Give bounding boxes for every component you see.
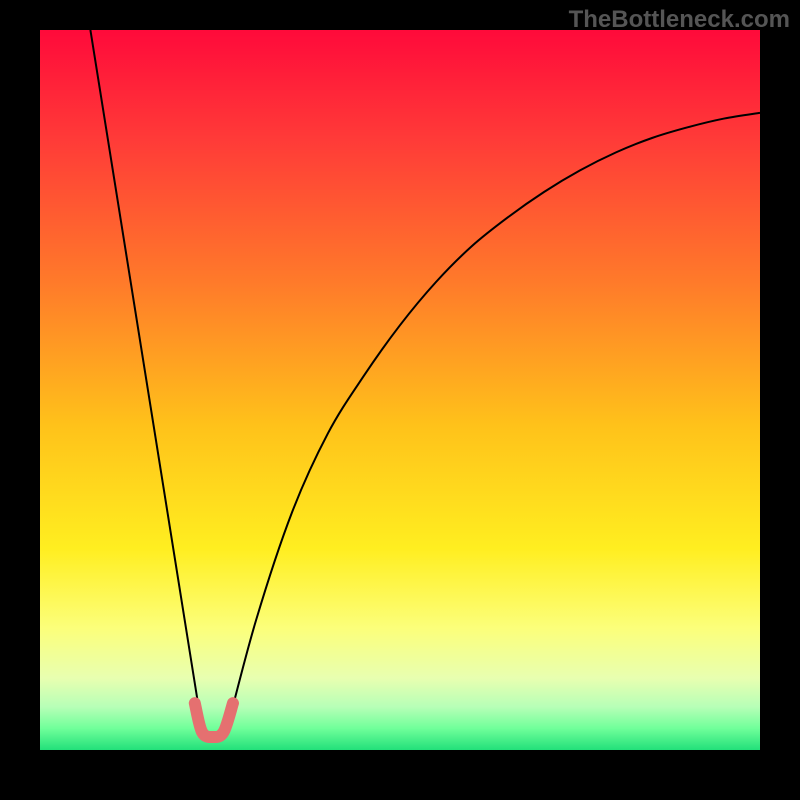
bottleneck-chart: [0, 0, 800, 800]
chart-canvas: TheBottleneck.com: [0, 0, 800, 800]
watermark-text: TheBottleneck.com: [569, 6, 790, 34]
